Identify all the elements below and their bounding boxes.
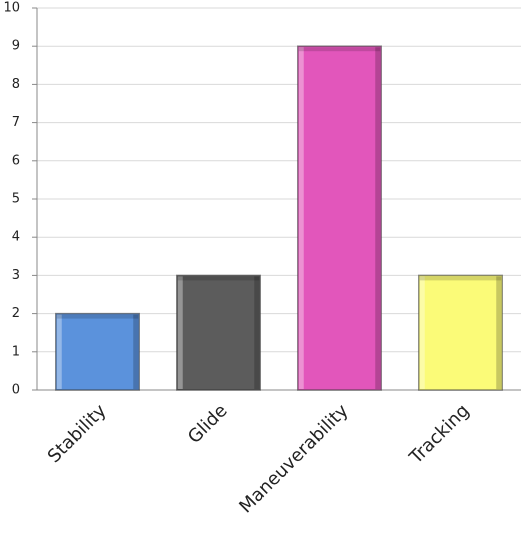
x-tick-label: Maneuverability [235,400,352,517]
y-tick-label: 6 [12,153,20,168]
bar-bevel [177,276,260,281]
bar-bevel [254,276,260,389]
bar-bevel [298,47,381,52]
x-tick-label: Stability [44,400,111,467]
bar-bevel [298,47,304,389]
bar [418,274,503,391]
y-tick-label: 4 [12,230,20,245]
bar-bevel [177,276,183,389]
x-tick-label: Tracking [405,400,474,469]
y-tick-label: 10 [3,1,20,16]
bar-bevel [419,276,425,389]
y-tick-label: 9 [12,39,20,54]
bar-bevel [496,276,502,389]
bar-bevel [133,314,139,389]
bar [55,312,140,391]
bar [297,45,382,391]
bar-bevel [56,314,62,389]
y-tick-label: 1 [12,344,20,359]
bar [176,274,261,391]
y-tick-label: 8 [12,77,20,92]
x-tick-label: Glide [184,400,232,448]
y-tick-label: 3 [12,268,20,283]
y-tick-label: 5 [12,192,20,207]
y-tick-label: 2 [12,306,20,321]
bar-bevel [56,314,139,319]
bar-bevel [419,276,502,281]
y-tick-label: 0 [12,383,20,398]
y-tick-label: 7 [12,115,20,130]
bar-bevel [375,47,381,389]
